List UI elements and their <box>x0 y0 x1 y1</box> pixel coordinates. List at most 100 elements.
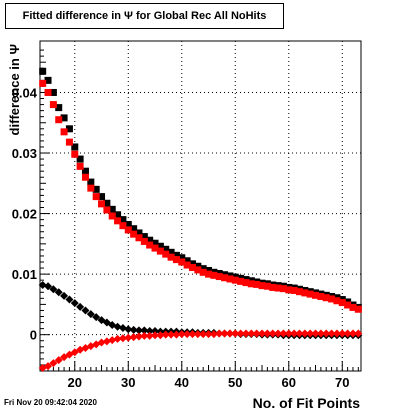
data-point <box>183 261 191 269</box>
data-point <box>199 265 207 273</box>
data-point <box>49 359 58 368</box>
data-point <box>188 263 196 271</box>
data-point <box>199 330 208 339</box>
data-point <box>348 329 357 338</box>
data-point <box>263 282 271 290</box>
x-tick-label: 50 <box>228 375 242 390</box>
data-point <box>44 362 53 371</box>
data-point <box>226 275 234 283</box>
data-point <box>269 283 277 291</box>
data-point <box>103 206 111 214</box>
y-tick-labels: 0 0.01 0.02 0.03 0.04 <box>12 85 38 342</box>
data-point <box>210 271 218 279</box>
data-point <box>167 253 175 261</box>
data-point <box>349 303 357 311</box>
data-point <box>215 329 224 338</box>
x-tick-label: 40 <box>175 375 189 390</box>
y-tick-label: 0.01 <box>12 267 37 282</box>
data-point <box>71 150 79 158</box>
data-point <box>205 270 213 278</box>
data-point <box>38 281 47 290</box>
data-point <box>178 258 186 266</box>
data-point <box>209 330 218 339</box>
data-point <box>60 128 68 136</box>
data-point <box>177 330 186 339</box>
data-point <box>231 276 239 284</box>
data-point <box>129 333 138 342</box>
data-point <box>39 79 47 87</box>
grid-lines <box>40 41 361 371</box>
data-point <box>241 329 250 338</box>
data-point <box>354 305 362 313</box>
data-point <box>167 248 175 256</box>
x-tick-label: 60 <box>282 375 296 390</box>
data-point <box>44 282 53 291</box>
data-point <box>113 322 122 331</box>
data-point <box>151 239 159 247</box>
data-point <box>162 250 170 258</box>
data-point <box>87 184 95 192</box>
data-point <box>54 356 63 365</box>
data-point <box>98 193 106 201</box>
data-point <box>98 200 106 208</box>
y-axis-label: difference in Ψ <box>7 44 22 135</box>
data-point <box>194 266 202 274</box>
data-point <box>188 260 196 268</box>
data-point <box>108 212 116 220</box>
data-point <box>242 279 250 287</box>
data-point <box>188 330 197 339</box>
data-point <box>354 329 363 338</box>
data-point <box>55 116 63 124</box>
data-point <box>81 173 89 181</box>
data-point <box>129 325 138 334</box>
data-point <box>290 329 299 338</box>
data-point <box>231 329 240 338</box>
y-tick-label: 0.02 <box>12 207 37 222</box>
data-point <box>194 262 202 270</box>
data-point <box>71 143 79 151</box>
data-point <box>65 138 73 146</box>
data-point <box>156 331 165 340</box>
data-point <box>55 104 63 112</box>
data-point <box>237 277 245 285</box>
data-point <box>274 284 282 292</box>
data-point <box>268 329 277 338</box>
data-point <box>295 329 304 338</box>
data-point <box>108 336 117 345</box>
data-point <box>108 205 116 213</box>
data-point <box>172 251 180 259</box>
data-point <box>118 324 127 333</box>
data-point <box>114 211 122 219</box>
data-point <box>328 295 336 303</box>
data-point <box>221 274 229 282</box>
data-point <box>130 230 138 238</box>
data-point <box>317 293 325 301</box>
data-point <box>172 256 180 264</box>
data-point <box>236 329 245 338</box>
data-point <box>311 329 320 338</box>
data-point <box>225 329 234 338</box>
data-point <box>39 67 47 75</box>
data-point <box>124 220 132 228</box>
data-point <box>44 76 52 84</box>
data-point <box>178 254 186 262</box>
data-point <box>161 330 170 339</box>
data-point <box>119 222 127 230</box>
data-point <box>140 331 149 340</box>
timestamp-footer: Fri Nov 20 09:42:04 2020 <box>4 398 97 407</box>
data-point <box>86 310 95 319</box>
data-point <box>284 329 293 338</box>
data-point <box>130 225 138 233</box>
data-point <box>124 333 133 342</box>
data-point <box>81 167 89 175</box>
data-point <box>301 289 309 297</box>
data-point <box>306 329 315 338</box>
data-point <box>60 291 69 300</box>
data-point <box>199 268 207 276</box>
data-point <box>258 329 267 338</box>
data-point <box>103 199 111 207</box>
data-point <box>124 325 133 334</box>
data-point <box>44 88 52 96</box>
x-tick-labels: 20 30 40 50 60 70 <box>68 375 350 390</box>
data-point <box>134 332 143 341</box>
